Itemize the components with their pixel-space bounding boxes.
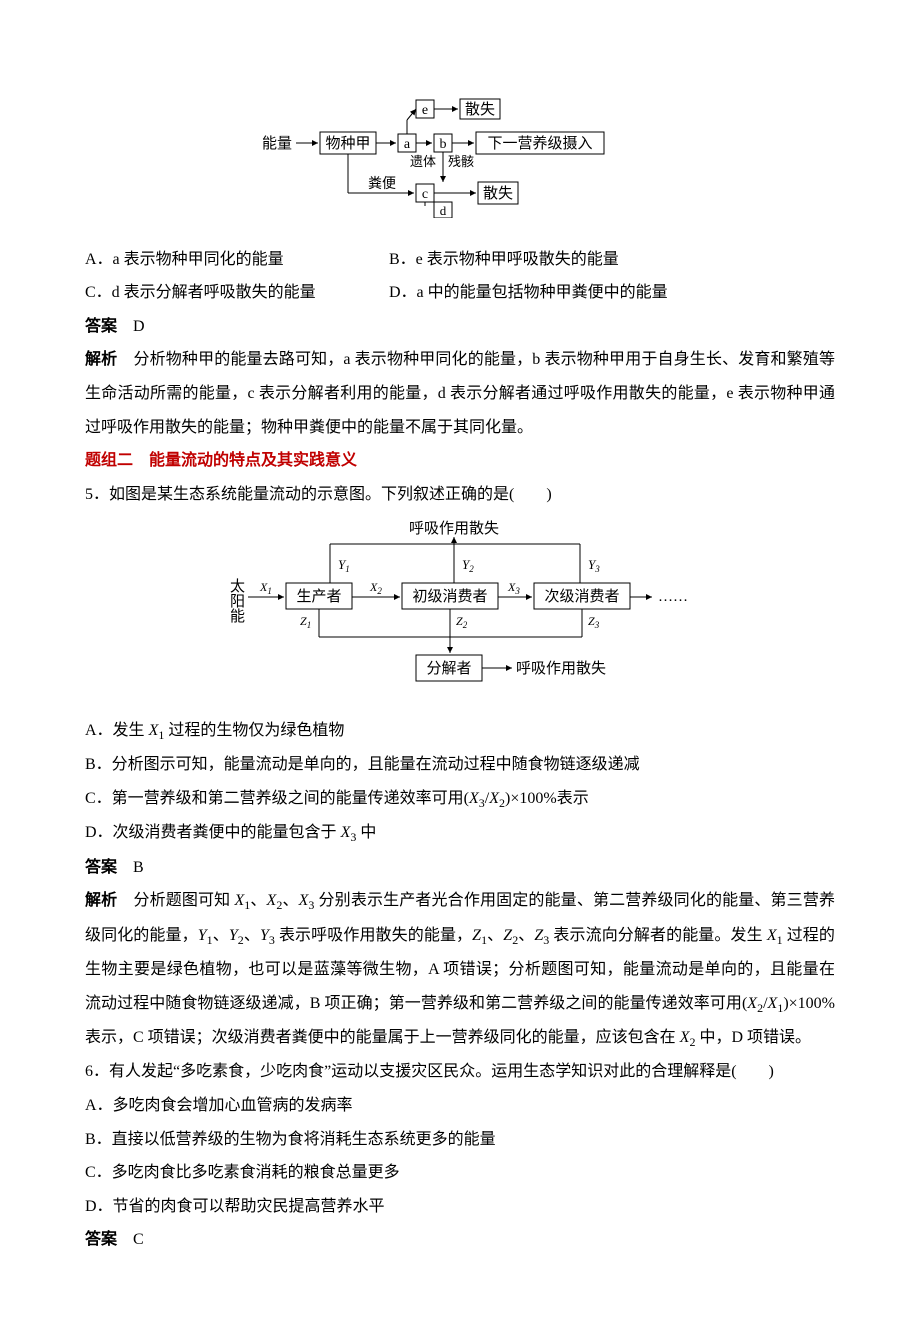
q6-answer: 答案 C	[85, 1223, 835, 1257]
residue-upper: 遗体	[410, 154, 436, 169]
sun-energy: 太阳能	[230, 578, 245, 625]
species-box: 物种甲	[325, 135, 370, 152]
loss-top: 散失	[465, 101, 495, 118]
q4-opt-a: A．a 表示物种甲同化的能量	[85, 243, 385, 277]
energy-flow-diagram-1: e 散失 能量 物种甲 a b 下一营养级摄入	[260, 98, 660, 218]
box-c: c	[422, 187, 428, 202]
energy-flow-diagram-2: 呼吸作用散失 Y1 Y2 Y3 太阳能 X1 生产者 X2 初级消费者	[220, 519, 700, 689]
q4-options-cd: C．d 表示分解者呼吸散失的能量 D．a 中的能量包括物种甲粪便中的能量	[85, 276, 835, 310]
z3-label: Z3	[588, 614, 600, 630]
q5-explanation: 解析 分析题图可知 X1、X2、X3 分别表示生产者光合作用固定的能量、第二营养…	[85, 884, 835, 1055]
feces-label: 粪便	[368, 176, 396, 192]
q4-answer: 答案 D	[85, 310, 835, 344]
q4-opt-c: C．d 表示分解者呼吸散失的能量	[85, 276, 385, 310]
q5-opt-d: D．次级消费者粪便中的能量包含于 X3 中	[85, 816, 835, 850]
q4-explanation: 解析 分析物种甲的能量去路可知，a 表示物种甲同化的能量，b 表示物种甲用于自身…	[85, 343, 835, 444]
next-level-box: 下一营养级摄入	[487, 135, 592, 152]
explanation-label: 解析	[85, 351, 117, 368]
q5-stem: 5．如图是某生态系统能量流动的示意图。下列叙述正确的是( )	[85, 478, 835, 512]
x1-label: X1	[259, 580, 272, 596]
resp-loss-top: 呼吸作用散失	[409, 520, 499, 537]
page: e 散失 能量 物种甲 a b 下一营养级摄入	[0, 0, 920, 1317]
q4-opt-d: D．a 中的能量包括物种甲粪便中的能量	[389, 284, 668, 301]
y2-label: Y2	[462, 557, 474, 574]
q6-stem: 6．有人发起“多吃素食，少吃肉食”运动以支援灾区民众。运用生态学知识对此的合理解…	[85, 1055, 835, 1089]
group2-title: 题组二 能量流动的特点及其实践意义	[85, 444, 835, 478]
q5-diagram: 呼吸作用散失 Y1 Y2 Y3 太阳能 X1 生产者 X2 初级消费者	[85, 519, 835, 702]
energy-label: 能量	[262, 135, 292, 152]
box-b: b	[440, 137, 447, 152]
decomposer-box: 分解者	[426, 660, 471, 677]
loss-bottom: 散失	[483, 185, 513, 202]
q6-opt-c: C．多吃肉食比多吃素食消耗的粮食总量更多	[85, 1156, 835, 1190]
q4-options-ab: A．a 表示物种甲同化的能量 B．e 表示物种甲呼吸散失的能量	[85, 243, 835, 277]
answer-value: D	[133, 318, 145, 335]
y1-label: Y1	[338, 557, 350, 574]
q5-opt-a: A．发生 X1 过程的生物仅为绿色植物	[85, 714, 835, 748]
q4-opt-b: B．e 表示物种甲呼吸散失的能量	[389, 251, 619, 268]
q6-opt-a: A．多吃肉食会增加心血管病的发病率	[85, 1089, 835, 1123]
box-d: d	[440, 203, 447, 218]
dots: ……	[658, 589, 688, 605]
explanation-text: 分析物种甲的能量去路可知，a 表示物种甲同化的能量，b 表示物种甲用于自身生长、…	[85, 351, 835, 435]
q4-diagram: e 散失 能量 物种甲 a b 下一营养级摄入	[85, 98, 835, 231]
secondary-consumer-box: 次级消费者	[544, 588, 619, 605]
q6-opt-d: D．节省的肉食可以帮助灾民提高营养水平	[85, 1190, 835, 1224]
producer-box: 生产者	[296, 588, 341, 605]
answer-label: 答案	[85, 318, 117, 335]
y3-label: Y3	[588, 557, 600, 574]
resp-loss-bottom: 呼吸作用散失	[516, 660, 606, 677]
box-e: e	[422, 103, 428, 118]
primary-consumer-box: 初级消费者	[412, 588, 487, 605]
box-a: a	[404, 137, 411, 152]
q5-answer: 答案 B	[85, 851, 835, 885]
x3-label: X3	[507, 580, 520, 596]
z2-label: Z2	[456, 614, 468, 630]
q5-opt-c: C．第一营养级和第二营养级之间的能量传递效率可用(X3/X2)×100%表示	[85, 782, 835, 816]
q5-opt-b: B．分析图示可知，能量流动是单向的，且能量在流动过程中随食物链逐级递减	[85, 748, 835, 782]
residue-lower: 残骸	[448, 154, 474, 169]
q6-opt-b: B．直接以低营养级的生物为食将消耗生态系统更多的能量	[85, 1123, 835, 1157]
x2-label: X2	[369, 580, 382, 596]
z1-label: Z1	[300, 614, 311, 630]
